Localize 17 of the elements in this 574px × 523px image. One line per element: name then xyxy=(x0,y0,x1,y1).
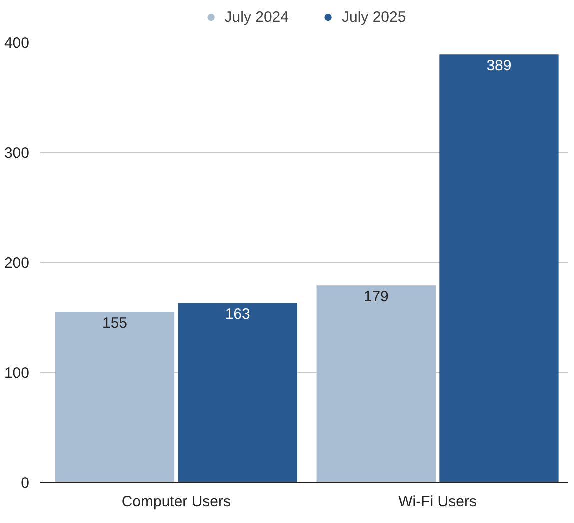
bar xyxy=(55,312,175,482)
x-tick-label: Computer Users xyxy=(122,494,232,510)
x-tick-label: Wi-Fi Users xyxy=(398,494,477,510)
bar xyxy=(316,286,436,482)
y-tick-label: 0 xyxy=(21,475,30,492)
data-label: 155 xyxy=(102,315,128,332)
y-tick-label: 100 xyxy=(4,365,30,382)
bar xyxy=(440,54,559,482)
legend-label: July 2025 xyxy=(342,8,406,26)
data-label: 389 xyxy=(486,58,512,75)
data-label: 179 xyxy=(364,288,389,306)
y-tick-label: 200 xyxy=(4,255,30,272)
y-tick-label: 300 xyxy=(4,145,30,162)
y-tick-label: 400 xyxy=(4,35,30,52)
bar xyxy=(178,303,298,482)
data-label: 163 xyxy=(225,306,250,324)
legend-label: July 2024 xyxy=(224,8,289,26)
